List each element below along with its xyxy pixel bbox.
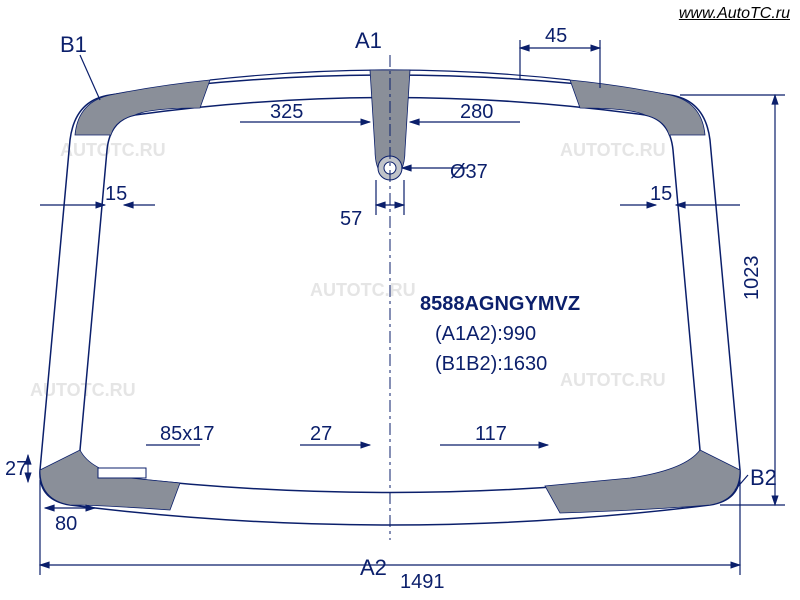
dim-1023: 1023 — [741, 256, 763, 301]
dim-117: 117 — [475, 423, 507, 445]
mask-bottom-left — [40, 450, 180, 510]
dim-85x17: 85x17 — [160, 423, 215, 445]
dim-80: 80 — [55, 513, 77, 535]
part-a1a2: (A1A2):990 — [435, 323, 536, 345]
dim-280: 280 — [460, 101, 493, 123]
mask-top-right — [570, 80, 705, 135]
part-b1b2: (B1B2):1630 — [435, 353, 547, 375]
dim-r15: 15 — [650, 183, 672, 205]
dim-1491: 1491 — [400, 571, 445, 593]
dim-d37: Ø37 — [450, 161, 488, 183]
mask-bottom-right — [545, 450, 740, 513]
windshield-diagram: A1 A2 B1 B2 45 325 280 Ø37 57 15 15 8588… — [0, 0, 800, 600]
label-a2: A2 — [360, 555, 387, 580]
dim-l15: 15 — [105, 183, 127, 205]
label-b2: B2 — [750, 465, 777, 490]
leader-b1 — [80, 55, 100, 100]
vin-window — [98, 468, 146, 478]
label-b1: B1 — [60, 32, 87, 57]
label-a1: A1 — [355, 28, 382, 53]
part-code: 8588AGNGYMVZ — [420, 293, 580, 315]
dim-27v: 27 — [5, 458, 27, 480]
dim-27h: 27 — [310, 423, 332, 445]
dim-57: 57 — [340, 208, 362, 230]
dim-45: 45 — [545, 25, 567, 47]
dim-325: 325 — [270, 101, 303, 123]
